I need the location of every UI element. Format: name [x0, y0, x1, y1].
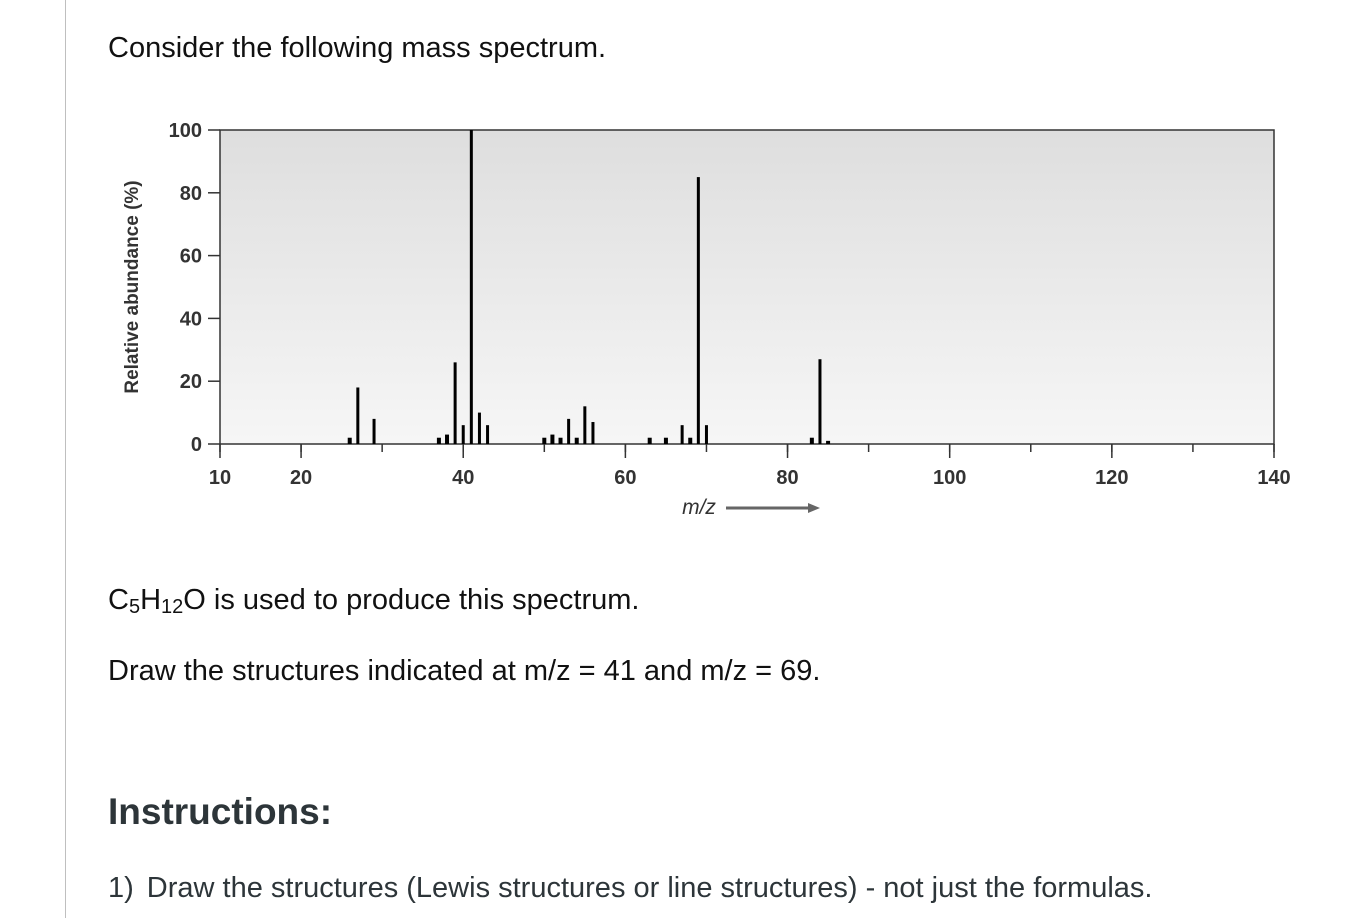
- y-tick-label: 100: [169, 120, 202, 142]
- x-tick-label: 40: [452, 467, 474, 489]
- y-axis-label: Relative abundance (%): [122, 180, 143, 393]
- y-tick-label: 20: [180, 371, 202, 393]
- intro-text: Consider the following mass spectrum.: [108, 32, 607, 64]
- peak-bar: [591, 422, 595, 444]
- peak-bar: [567, 418, 571, 444]
- y-tick-label: 0: [191, 434, 202, 456]
- peak-bar: [469, 130, 473, 444]
- peak-bar: [477, 412, 481, 444]
- y-tick-label: 80: [180, 183, 202, 205]
- peak-bar: [347, 437, 352, 444]
- formula-c: C: [108, 584, 129, 616]
- peak-bar: [818, 359, 822, 444]
- x-tick-label: 60: [614, 467, 636, 489]
- plot-area: [219, 129, 1275, 445]
- peak-bar: [583, 406, 587, 444]
- peak-bar: [688, 437, 693, 444]
- x-tick-label: 10: [209, 467, 231, 489]
- formula-sentence: C5H12O is used to produce this spectrum.: [108, 582, 639, 618]
- formula-h-count: 12: [161, 596, 184, 618]
- peak-bar: [696, 177, 700, 444]
- y-tick-label: 60: [180, 246, 202, 268]
- peak-bar: [486, 425, 490, 444]
- peak-bar: [461, 425, 465, 444]
- peak-bar: [809, 437, 814, 444]
- x-axis-arrow-head: [808, 503, 820, 513]
- x-tick-label: 80: [776, 467, 798, 489]
- instruction-number: 1): [108, 872, 134, 904]
- task-text: Draw the structures indicated at m/z = 4…: [108, 655, 821, 687]
- peak-bar: [453, 362, 457, 444]
- peak-bar: [550, 434, 555, 444]
- formula-h: H: [140, 584, 162, 616]
- instruction-item: 1) Draw the structures (Lewis structures …: [108, 870, 1152, 906]
- content-panel-border: [65, 0, 1360, 918]
- peak-bar: [542, 437, 547, 444]
- peak-bar: [372, 418, 376, 444]
- peak-bar: [680, 425, 684, 444]
- mass-spectrum-chart: 0 20 40 60 80 100 10 20 40 60 80 100 120 140 Relative …: [108, 100, 1308, 530]
- formula-o: O: [183, 584, 206, 616]
- peak-bar: [647, 437, 652, 444]
- peak-bar: [704, 425, 708, 444]
- x-tick-label: 140: [1257, 467, 1290, 489]
- formula-c-count: 5: [128, 596, 141, 618]
- mass-spectrum-svg: 0 20 40 60 80 100 10 20 40 60 80 100 120 140 Relative …: [122, 120, 1291, 519]
- instruction-text: Draw the structures (Lewis structures or…: [146, 872, 1153, 904]
- instructions-heading: Instructions:: [108, 791, 333, 832]
- peak-bar: [826, 440, 831, 444]
- peak-bar: [445, 434, 450, 444]
- peak-bar: [558, 437, 563, 444]
- y-tick-label: 40: [180, 308, 202, 330]
- x-tick-label: 120: [1095, 467, 1128, 489]
- x-axis-label: m/z: [682, 496, 716, 519]
- peak-bar: [436, 437, 441, 444]
- x-tick-label: 20: [290, 467, 312, 489]
- peak-bar: [663, 437, 668, 444]
- x-tick-label: 100: [933, 467, 966, 489]
- peak-bar: [574, 437, 579, 444]
- formula-rest: is used to produce this spectrum.: [205, 584, 640, 616]
- peak-bar: [356, 387, 360, 444]
